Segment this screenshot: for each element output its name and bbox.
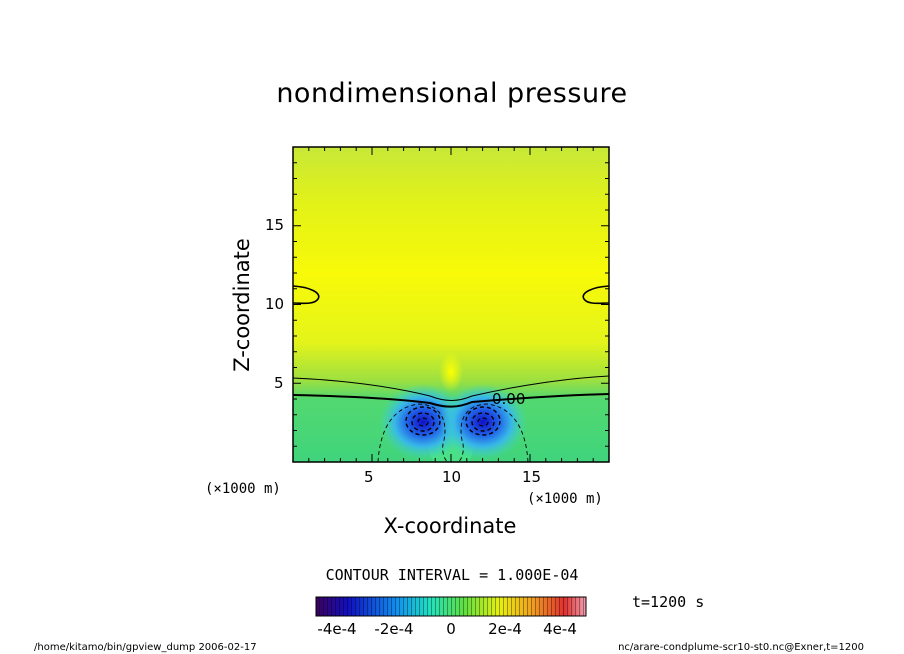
y-tick-label: 10 <box>265 295 285 313</box>
footer-left: /home/kitamo/bin/gpview_dump 2006-02-17 <box>34 642 257 653</box>
contour-interval: CONTOUR INTERVAL = 1.000E-04 <box>325 566 579 584</box>
y-axis-label: Z-coordinate <box>230 238 254 372</box>
contour-line <box>293 375 609 401</box>
y-tick-label: 5 <box>274 374 284 392</box>
x-tick-label: 5 <box>364 468 374 486</box>
colorbar-tick-label: -2e-4 <box>374 620 414 638</box>
colorbar-tick-label: -4e-4 <box>317 620 357 638</box>
x-unit-label: (×1000 m) <box>527 491 603 507</box>
heatmap-field <box>293 147 609 462</box>
colorbar-tick-label: 2e-4 <box>488 620 522 638</box>
y-tick-label: 15 <box>265 216 285 234</box>
pressure-minimum-right <box>439 384 527 460</box>
x-tick-label: 10 <box>442 468 462 486</box>
contour-label: 0.00 <box>492 390 525 408</box>
colorbar-tick-label: 4e-4 <box>543 620 577 638</box>
zero-contour-line <box>293 393 609 408</box>
colorbar-labels: -4e-4 -2e-4 0 2e-4 4e-4 <box>0 620 904 640</box>
axis-ticks <box>293 147 609 462</box>
time-label: t=1200 s <box>632 593 705 611</box>
colorbar-tick-label: 0 <box>446 620 456 638</box>
footer-right: nc/arare-condplume-scr10-st0.nc@Exner,t=… <box>618 642 864 653</box>
chart-title: nondimensional pressure <box>276 78 628 109</box>
z-unit-label: (×1000 m) <box>205 481 281 497</box>
x-axis-label: X-coordinate <box>383 514 517 538</box>
x-tick-label: 15 <box>522 468 542 486</box>
contour-lobe-left <box>293 285 320 305</box>
contour-lobe-right <box>582 285 609 305</box>
